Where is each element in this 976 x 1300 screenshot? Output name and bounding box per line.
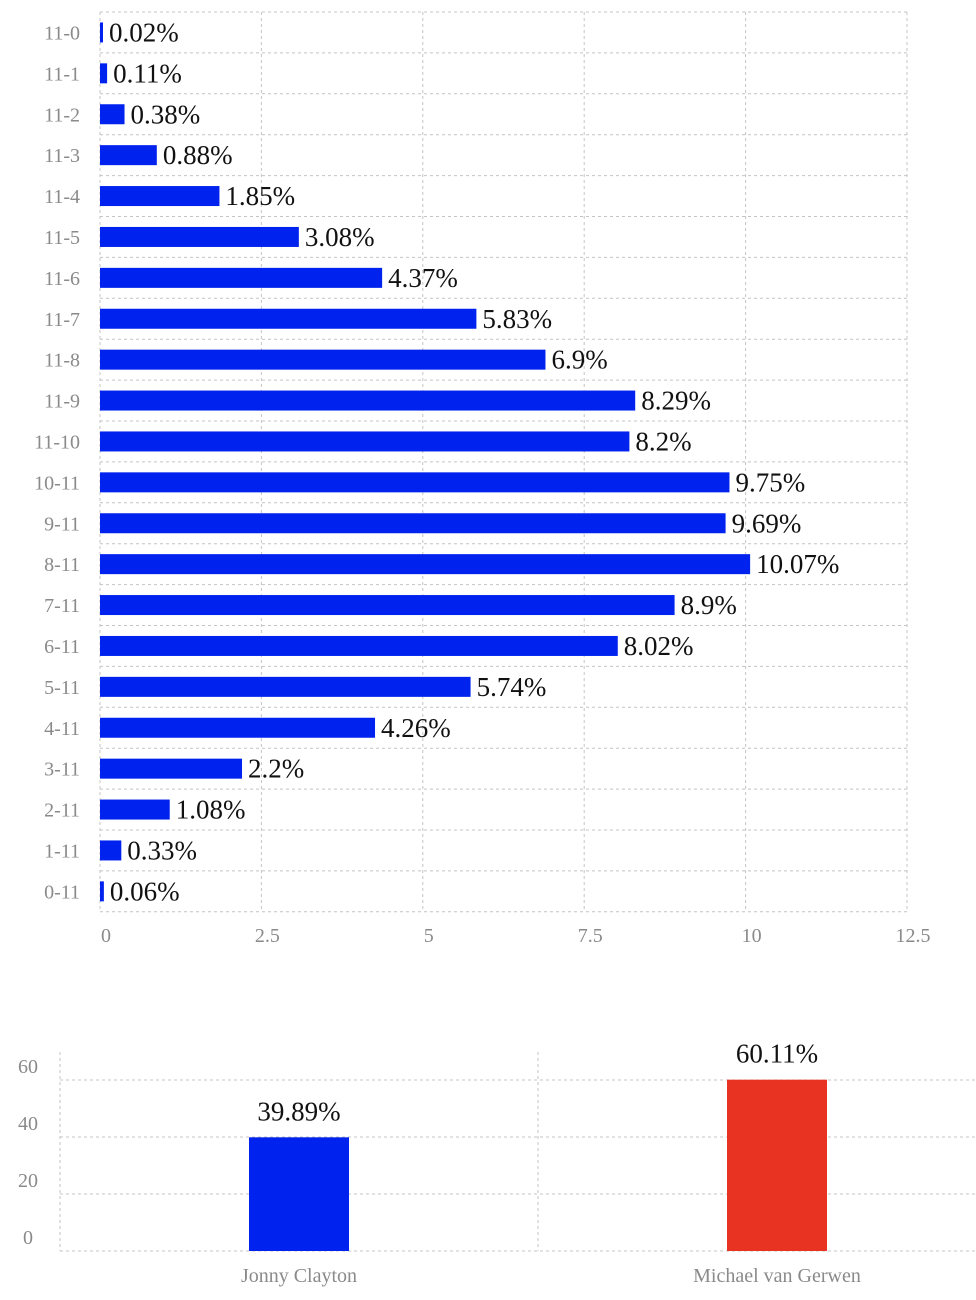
category-label: 11-10 <box>34 431 80 453</box>
bar-11-7 <box>100 308 477 329</box>
x-tick-label: 2.5 <box>255 925 280 947</box>
y-tick-label: 20 <box>18 1170 38 1192</box>
bar-0-11 <box>100 881 104 902</box>
x-tick-label: 0 <box>101 925 111 947</box>
category-label: 11-8 <box>44 350 80 372</box>
value-label: 9.69% <box>732 508 802 538</box>
category-label: Jonny Clayton <box>241 1265 357 1287</box>
bar-5-11 <box>100 676 471 697</box>
value-label: 3.08% <box>305 222 375 252</box>
bar-1-11 <box>100 840 122 861</box>
bar-11-10 <box>100 431 630 452</box>
value-label: 5.83% <box>482 304 552 334</box>
bar-11-6 <box>100 267 383 288</box>
bar-6-11 <box>100 635 618 656</box>
category-label: 2-11 <box>44 800 80 822</box>
y-tick-label: 0 <box>23 1227 33 1249</box>
category-label: 11-9 <box>44 391 80 413</box>
bar-10-11 <box>100 472 730 493</box>
y-tick-label: 60 <box>18 1056 38 1078</box>
value-label: 4.37% <box>388 263 458 293</box>
category-label: 10-11 <box>34 472 80 494</box>
category-label: Michael van Gerwen <box>693 1265 861 1287</box>
category-label: 8-11 <box>44 554 80 576</box>
category-label: 7-11 <box>44 595 80 617</box>
bar-11-4 <box>100 186 220 207</box>
bar-4-11 <box>100 717 376 738</box>
value-label: 5.74% <box>477 672 547 702</box>
value-label: 8.29% <box>641 386 711 416</box>
score-distribution-chart: 0 2.5 5 7.5 10 12.5 11-0 0.02% 11-1 0.11% 11-2 0.38… <box>34 11 931 947</box>
category-label: 11-5 <box>44 227 80 249</box>
value-label: 10.07% <box>756 549 839 579</box>
value-label: 0.88% <box>163 140 233 170</box>
category-label: 0-11 <box>44 881 80 903</box>
value-label: 0.11% <box>113 58 182 88</box>
category-label: 11-2 <box>44 104 80 126</box>
bar-7-11 <box>100 595 675 616</box>
category-label: 11-4 <box>44 186 80 208</box>
value-label: 1.08% <box>176 795 246 825</box>
category-label: 6-11 <box>44 636 80 658</box>
bar-11-8 <box>100 349 546 370</box>
bar-9-11 <box>100 513 726 534</box>
category-label: 5-11 <box>44 677 80 699</box>
value-label: 39.89% <box>257 1096 340 1126</box>
value-label: 9.75% <box>735 467 805 497</box>
category-label: 11-6 <box>44 268 80 290</box>
value-label: 60.11% <box>736 1039 818 1069</box>
value-label: 2.2% <box>248 754 304 784</box>
bar-jonny-clayton <box>249 1137 349 1251</box>
match-winner-chart: 0 20 40 60 39.89% Jonny Clayton 60.11% Michael … <box>18 1039 976 1287</box>
bar-11-2 <box>100 104 125 125</box>
x-tick-label: 7.5 <box>578 925 603 947</box>
category-label: 1-11 <box>44 840 80 862</box>
value-label: 0.06% <box>110 876 180 906</box>
category-label: 9-11 <box>44 513 80 535</box>
value-label: 0.33% <box>127 835 197 865</box>
value-label: 4.26% <box>381 713 451 743</box>
value-label: 8.02% <box>624 631 694 661</box>
x-tick-label: 12.5 <box>896 925 931 947</box>
value-label: 1.85% <box>225 181 295 211</box>
x-tick-label: 10 <box>742 925 762 947</box>
category-label: 3-11 <box>44 759 80 781</box>
category-label: 11-7 <box>44 309 80 331</box>
value-label: 8.2% <box>635 426 691 456</box>
y-tick-label: 40 <box>18 1113 38 1135</box>
x-tick-label: 5 <box>424 925 434 947</box>
bar-11-5 <box>100 226 299 247</box>
category-label: 4-11 <box>44 718 80 740</box>
value-label: 0.02% <box>109 17 179 47</box>
bar-11-3 <box>100 145 157 166</box>
value-label: 6.9% <box>551 345 607 375</box>
bar-11-0 <box>100 22 103 43</box>
bar-8-11 <box>100 554 751 575</box>
bar-michael-van-gerwen <box>727 1079 827 1251</box>
category-label: 11-3 <box>44 145 80 167</box>
category-label: 11-1 <box>44 63 80 85</box>
bar-11-9 <box>100 390 636 411</box>
bar-11-1 <box>100 63 108 84</box>
bar-3-11 <box>100 758 243 779</box>
bar-2-11 <box>100 799 170 820</box>
category-label: 11-0 <box>44 22 80 44</box>
value-label: 8.9% <box>681 590 737 620</box>
value-label: 0.38% <box>131 99 201 129</box>
